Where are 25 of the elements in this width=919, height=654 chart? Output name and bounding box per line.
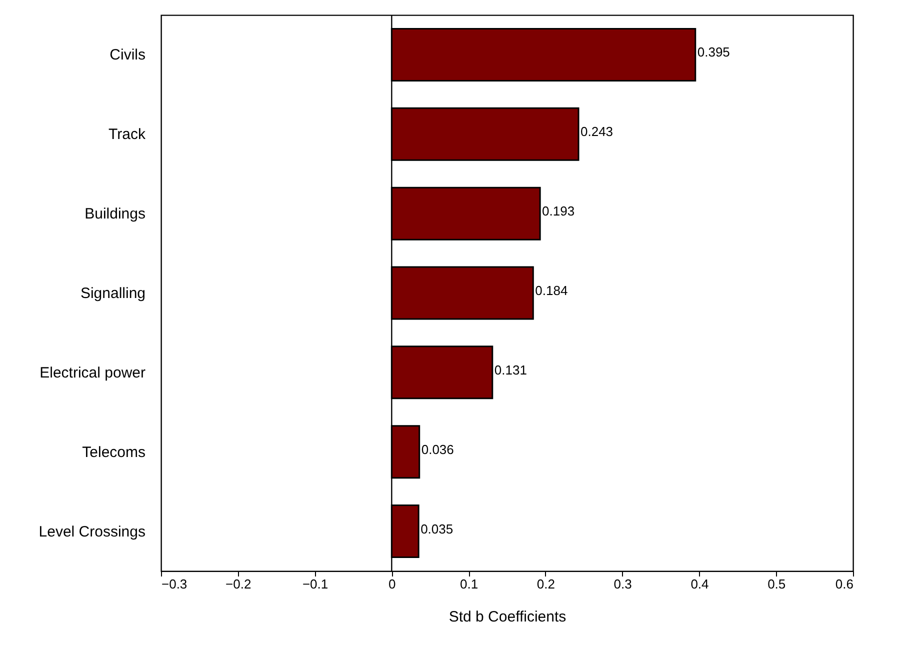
x-tick-label: −0.2 — [226, 576, 252, 592]
data-label: 0.193 — [542, 204, 575, 219]
data-label: 0.184 — [535, 283, 568, 298]
y-tick-label: Civils — [110, 46, 146, 64]
x-tick-label: 0.6 — [835, 576, 854, 592]
y-tick-label: Buildings — [84, 206, 146, 223]
x-tick-label: 0.1 — [460, 576, 478, 592]
x-tick-label: 0.3 — [614, 576, 632, 592]
y-tick-label: Electrical power — [40, 364, 146, 382]
x-tick-label: 0.4 — [690, 576, 709, 592]
data-label: 0.131 — [494, 362, 527, 378]
x-tick-label: −0.1 — [302, 576, 328, 592]
x-tick-label: 0.5 — [768, 576, 786, 592]
x-tick-label: 0.2 — [536, 576, 555, 592]
y-tick-label: Track — [108, 126, 146, 144]
data-label: 0.395 — [697, 44, 730, 60]
data-label: 0.243 — [580, 124, 614, 140]
y-tick-label: Signalling — [80, 285, 146, 302]
x-axis-title: Std b Coefficients — [448, 608, 566, 626]
x-tick-label: −0.3 — [162, 576, 188, 592]
x-tick-label: 0 — [388, 576, 396, 592]
data-label: 0.035 — [420, 521, 454, 536]
data-label: 0.036 — [421, 442, 454, 457]
y-tick-label: Level Crossings — [38, 523, 146, 540]
y-tick-label: Telecoms — [82, 444, 146, 461]
